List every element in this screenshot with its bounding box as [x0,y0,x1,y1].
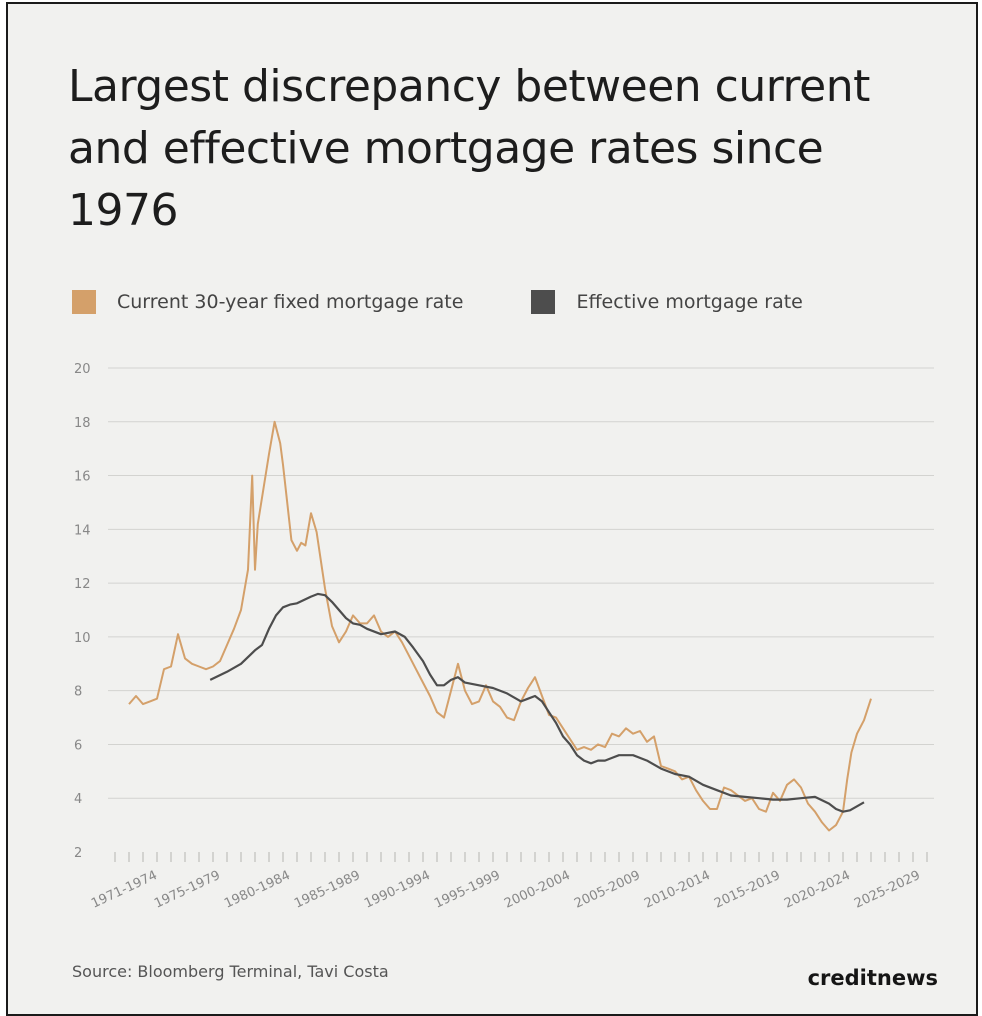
x-tick-label: 1985-1989 [292,868,363,912]
x-tick-label: 2005-2009 [572,868,643,912]
chart-title: Largest discrepancy between current and … [68,61,870,236]
x-tick-label: 2020-2024 [782,868,853,912]
y-tick-label: 14 [74,523,91,538]
legend-label-current-rate: Current 30-year fixed mortgage rate [117,291,464,313]
x-tick-label: 1995-1999 [432,868,503,912]
y-tick-label: 20 [74,362,91,377]
x-tick-label: 2000-2004 [502,868,573,912]
legend-item-effective-rate: Effective mortgage rate [531,290,803,314]
legend: Current 30-year fixed mortgage rate Effe… [72,290,871,314]
series-line-effective-rate [209,592,865,813]
y-tick-label: 2 [74,846,82,861]
x-tick-label: 1990-1994 [362,868,433,912]
y-tick-label: 18 [74,416,91,431]
chart-card: Largest discrepancy between current and … [6,2,978,1016]
x-tick-label: 1971-1974 [89,868,160,912]
x-tick-label: 1980-1984 [222,868,293,912]
x-tick-label: 2010-2014 [642,868,713,912]
legend-swatch-current-rate [72,290,96,314]
x-tick-label: 2025-2029 [852,868,923,912]
y-tick-label: 16 [74,470,91,485]
x-tick-label: 1975-1979 [152,868,223,912]
y-tick-label: 10 [74,631,91,646]
source-note: Source: Bloomberg Terminal, Tavi Costa [72,962,389,981]
legend-item-current-rate: Current 30-year fixed mortgage rate [72,290,463,314]
legend-swatch-effective-rate [531,290,556,314]
legend-label-effective-rate: Effective mortgage rate [576,291,803,313]
y-tick-label: 6 [74,738,82,753]
series-line-current-rate [128,420,872,832]
y-tick-label: 8 [74,685,82,700]
brand-logo: creditnews [807,966,938,990]
y-tick-label: 4 [74,792,82,807]
x-tick-label: 2015-2019 [712,868,783,912]
y-tick-label: 12 [74,577,91,592]
